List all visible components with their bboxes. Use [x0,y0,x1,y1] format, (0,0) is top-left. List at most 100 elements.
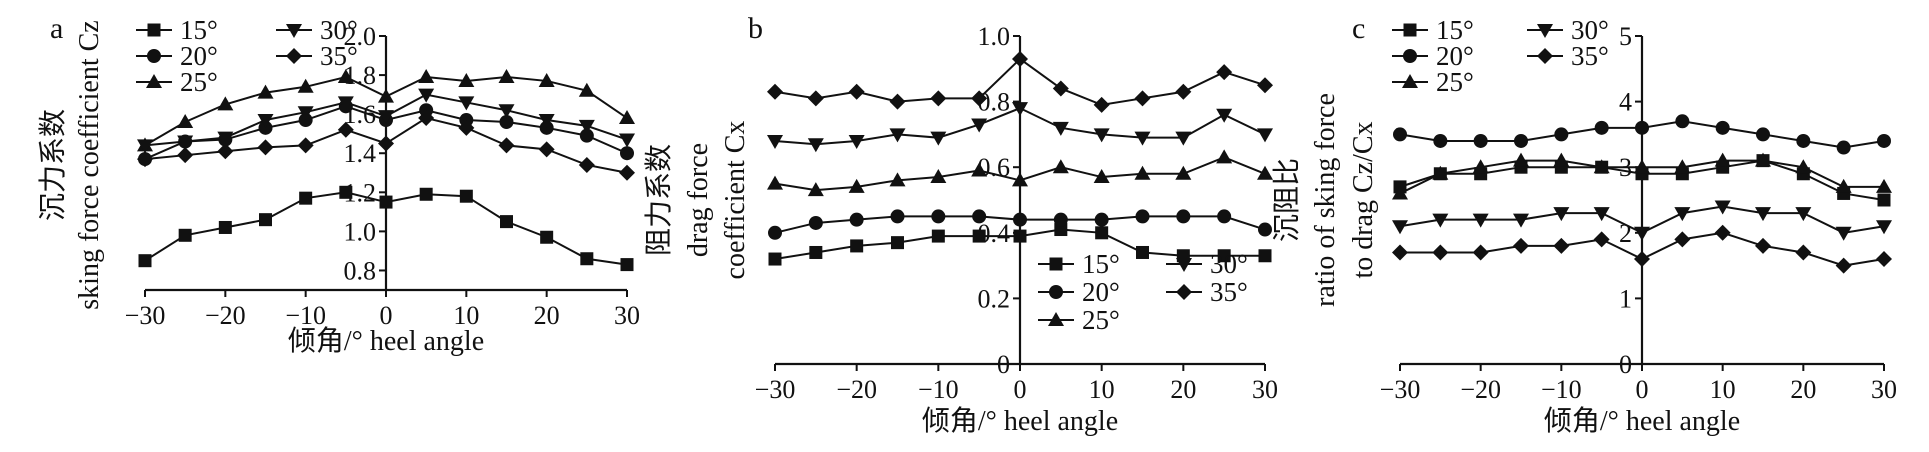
series-square [138,185,634,272]
data-point-triangle-up [1876,178,1892,193]
data-point-triangle-down [1553,207,1570,222]
series-diamond [1392,224,1892,274]
data-point-triangle-up [1175,165,1192,180]
panel-letter: b [748,12,763,45]
legend-item: 35° [1166,277,1248,307]
data-point-diamond [337,121,354,138]
data-point-circle [1258,222,1272,237]
legend-item: 35° [276,41,358,71]
data-point-triangle-down [1755,207,1771,222]
data-point-diamond [578,156,595,173]
data-point-triangle-up [889,172,906,187]
data-point-circle [1176,209,1191,224]
data-point-triangle-up [378,88,394,103]
x-axis-title: 倾角/° heel angle [1544,405,1740,437]
data-point-triangle-up [1513,152,1529,167]
x-tick-label: −20 [836,375,877,404]
x-tick-label: 10 [1089,375,1115,404]
data-point-diamond [378,135,394,152]
data-point-circle [1877,133,1891,148]
data-point-triangle-down [1257,128,1273,143]
data-point-square [620,258,634,272]
data-point-triangle-down [1714,200,1731,215]
data-point-triangle-down [418,88,435,103]
data-point-diamond [177,147,194,164]
data-point-square [1095,226,1109,240]
data-point-triangle-up [1835,178,1852,193]
data-point-triangle-down [1012,102,1028,117]
panel-a: a−30 −20 −10 0 10 20 300.81.01.21.41.61.82.0倾角… [37,12,640,357]
legend-label: 25° [1436,67,1474,97]
data-point-diamond [137,151,153,168]
data-point-triangle-up [257,84,274,99]
data-point-diamond [767,83,783,100]
y-axis-title-line: 沉力系数 [37,109,69,221]
data-point-triangle-up [1714,152,1731,167]
data-point-triangle-up [1674,159,1691,174]
panel-letter: a [50,12,63,45]
data-point-triangle-up [458,72,475,87]
data-point-circle [1013,212,1027,227]
data-point-triangle-up [418,69,435,84]
data-point-square [809,245,823,259]
legend-item: 15° [1038,249,1120,279]
data-point-triangle-down [217,131,234,146]
y-tick-label: 2.0 [344,22,377,51]
data-point-diamond [1876,251,1892,268]
data-point-square [931,229,945,243]
x-tick-label: −10 [1541,375,1582,404]
data-point-triangle-up [619,110,635,125]
data-point-circle [1554,127,1569,142]
data-point-circle [1514,133,1528,148]
data-point-square [218,220,232,234]
data-point-circle [1715,120,1730,135]
data-point-triangle-down [848,134,865,149]
data-point-square [1136,245,1149,259]
data-point-triangle-up [1012,172,1028,187]
data-point-triangle-down [1593,207,1610,222]
data-point-diamond [1714,224,1731,241]
y-tick-label: 1.0 [344,217,377,246]
data-point-diamond [1593,231,1610,248]
x-tick-label: −20 [1460,375,1501,404]
data-point-triangle-up [1795,159,1812,174]
data-point-diamond [297,137,314,154]
data-point-triangle-up [1553,152,1570,167]
data-point-triangle-up [578,82,595,97]
data-point-triangle-up [538,72,555,87]
data-point-diamond [257,139,274,156]
data-point-triangle-down [1472,213,1489,228]
data-point-triangle-up [1093,169,1110,184]
legend-label: 30° [1571,15,1609,45]
data-point-diamond [498,137,515,154]
data-point-square [379,195,393,209]
data-point-diamond [1432,244,1449,261]
legend-marker-square [147,23,161,37]
data-point-circle [849,212,864,227]
data-point-square [259,213,272,227]
data-point-triangle-down [1134,131,1151,146]
data-point-square [299,191,313,205]
x-tick-label: 20 [1790,375,1816,404]
legend: 15°20°25° 30°35° [1392,15,1609,97]
legend-item: 15° [136,15,218,45]
data-point-square [1877,193,1891,207]
data-point-diamond [889,93,906,110]
data-point-triangle-up [1432,165,1449,180]
data-point-circle [808,215,823,230]
data-point-square [850,239,864,253]
legend-item: 20° [1392,41,1474,71]
series-square [768,223,1272,266]
data-point-triangle-down [1392,220,1408,235]
data-point-triangle-up [1392,185,1408,200]
y-axis-title-line: ratio of sking force [1310,93,1341,307]
x-axis-title: 倾角/° heel angle [288,325,484,357]
data-point-triangle-up [930,169,947,184]
legend-marker-circle [1049,285,1063,299]
data-point-triangle-down [578,119,595,134]
x-tick-label: −20 [205,301,246,330]
data-point-circle [1094,212,1109,227]
x-tick-label: −30 [125,301,166,330]
data-point-diamond [1012,50,1028,67]
data-point-triangle-up [1052,159,1069,174]
